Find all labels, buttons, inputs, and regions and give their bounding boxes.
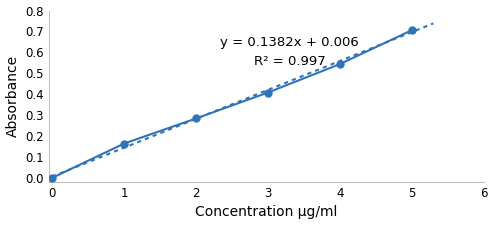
Text: y = 0.1382x + 0.006
R² = 0.997: y = 0.1382x + 0.006 R² = 0.997 bbox=[220, 36, 359, 68]
X-axis label: Concentration μg/ml: Concentration μg/ml bbox=[195, 205, 337, 219]
Y-axis label: Absorbance: Absorbance bbox=[5, 55, 20, 137]
